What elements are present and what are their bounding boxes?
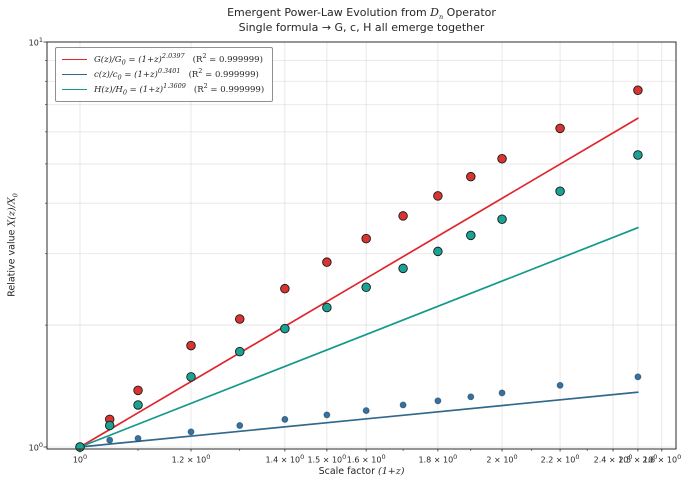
data-point-c <box>323 411 331 419</box>
fit-line-H <box>79 226 639 448</box>
data-point-H <box>398 263 408 274</box>
legend-formula: G(z)/G0 = (1+z)2.0397 (R2 = 0.999999) <box>94 52 263 67</box>
legend-entry-H: H(z)/H0 = (1+z)1.3609 (R2 = 0.999999) <box>62 82 264 97</box>
x-tick-label: 1.2 × 100 <box>171 453 211 465</box>
data-point-G <box>280 283 290 294</box>
data-point-c <box>434 397 442 405</box>
data-point-G <box>398 211 408 221</box>
data-point-H <box>433 246 443 257</box>
data-point-H <box>280 323 290 334</box>
chart-subtitle: Single formula → G, c, H all emerge toge… <box>238 21 485 34</box>
data-point-c <box>362 407 370 415</box>
data-point-G <box>555 123 565 134</box>
data-point-H <box>133 400 143 410</box>
fit-line-G <box>79 117 639 448</box>
x-tick-label: 1.6 × 100 <box>346 453 386 465</box>
data-point-c <box>187 428 195 436</box>
data-point-G <box>633 85 643 96</box>
data-point-H <box>633 150 643 160</box>
legend-entry-c: c(z)/c0 = (1+z)0.3401 (R2 = 0.999999) <box>62 67 264 82</box>
y-tick-label: 101 <box>28 36 43 48</box>
data-point-c <box>134 434 142 442</box>
data-point-c <box>467 393 475 401</box>
y-axis-label-math: X(z)/X0 <box>6 193 20 227</box>
data-point-G <box>186 340 196 351</box>
data-point-H <box>497 214 507 225</box>
data-point-c <box>106 436 114 444</box>
x-tick-label: 100 <box>72 453 88 465</box>
data-point-G <box>497 153 507 164</box>
data-point-H <box>104 420 115 431</box>
x-tick-label: 2.5 × 100 <box>618 453 658 465</box>
axes-spines <box>46 41 677 450</box>
y-axis-label: Relative value X(z)/X0 <box>6 193 20 297</box>
data-point-c <box>634 373 642 381</box>
x-axis-label: Scale factor (1+z) <box>318 466 405 477</box>
data-point-c <box>556 381 564 389</box>
legend-r2: (R2 = 0.999999) <box>193 82 265 96</box>
legend-line-swatch <box>62 74 87 75</box>
data-point-G <box>133 385 143 396</box>
x-tick-label: 1.8 × 100 <box>418 453 458 465</box>
legend-formula: c(z)/c0 = (1+z)0.3401 (R2 = 0.999999) <box>94 67 259 82</box>
data-point-H <box>555 186 565 197</box>
x-tick-label: 2.2 × 100 <box>540 453 580 465</box>
data-point-G <box>433 191 443 201</box>
legend-r2: (R2 = 0.999999) <box>192 52 263 66</box>
data-point-H <box>322 302 332 313</box>
data-point-H <box>234 346 245 357</box>
title-math-operator: Dn <box>430 6 444 22</box>
data-point-c <box>498 389 506 397</box>
legend-line-swatch <box>62 89 87 90</box>
x-tick-label: 1.4 × 100 <box>265 453 305 465</box>
data-point-c <box>281 415 289 423</box>
data-point-c <box>236 422 244 429</box>
data-point-G <box>361 233 371 244</box>
data-point-G <box>234 314 245 324</box>
x-tick-label: 2 × 100 <box>486 453 518 465</box>
title-suffix: Operator <box>443 6 496 19</box>
data-point-c <box>399 401 407 409</box>
legend-entry-G: G(z)/G0 = (1+z)2.0397 (R2 = 0.999999) <box>62 52 264 67</box>
data-point-G <box>466 171 476 182</box>
legend-line-swatch <box>62 59 87 60</box>
x-axis-label-math: (1+z) <box>378 466 405 477</box>
legend-r2: (R2 = 0.999999) <box>188 67 259 81</box>
data-point-H <box>361 282 371 292</box>
legend-formula: H(z)/H0 = (1+z)1.3609 (R2 = 0.999999) <box>94 82 265 97</box>
legend: G(z)/G0 = (1+z)2.0397 (R2 = 0.999999) c(z)… <box>55 47 274 102</box>
x-tick-label: 2.6 × 100 <box>642 453 682 465</box>
y-tick-label: 100 <box>28 441 43 453</box>
title-text: Emergent Power-Law Evolution from <box>227 6 431 19</box>
data-point-H <box>186 372 196 382</box>
data-point-G <box>322 257 332 267</box>
data-point-H <box>466 230 476 241</box>
x-tick-label: 2.4 × 100 <box>593 453 633 465</box>
fit-line-c <box>79 391 639 448</box>
chart-title: Emergent Power-Law Evolution from Dn Ope… <box>47 6 676 24</box>
x-tick-label: 1.5 × 100 <box>307 453 347 465</box>
